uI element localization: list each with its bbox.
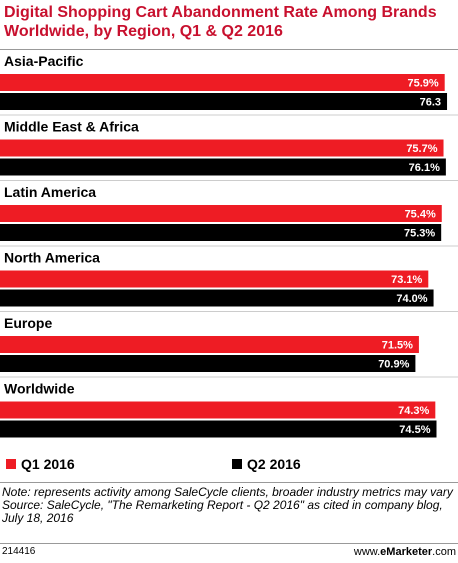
value-label-q2-europe: 70.9% — [378, 359, 409, 371]
note-text: Note: represents activity among SaleCycl… — [2, 485, 453, 499]
legend-swatch-q1 — [6, 459, 16, 469]
legend-swatch-q2 — [232, 459, 242, 469]
region-divider — [0, 180, 458, 181]
region-label-asia-pacific: Asia-Pacific — [4, 53, 84, 69]
value-label-q2-middle-east-africa: 76.1% — [409, 162, 440, 174]
source-text: Source: SaleCycle, "The Remarketing Repo… — [2, 498, 443, 525]
region-label-north-america: North America — [4, 250, 100, 266]
value-label-q2-worldwide: 74.5% — [399, 424, 430, 436]
value-label-q1-middle-east-africa: 75.7% — [406, 143, 437, 155]
region-divider — [0, 376, 458, 378]
footer-divider — [0, 543, 458, 544]
bar-q2-worldwide — [0, 420, 437, 438]
bar-q2-latin-america — [0, 224, 442, 241]
legend-item-q2: Q2 2016 — [232, 456, 301, 472]
value-label-q2-latin-america: 75.3% — [404, 228, 435, 240]
notes: Note: represents activity among SaleCycl… — [2, 486, 454, 525]
bar-q1-north-america — [0, 270, 429, 288]
legend-divider — [0, 482, 458, 483]
region-label-middle-east-africa: Middle East & Africa — [4, 119, 139, 135]
region-divider — [0, 245, 458, 247]
legend-item-q1: Q1 2016 — [6, 456, 75, 472]
region-label-worldwide: Worldwide — [4, 381, 75, 397]
chart-id: 214416 — [2, 546, 36, 557]
bar-q2-middle-east-africa — [0, 158, 446, 176]
region-label-latin-america: Latin America — [4, 184, 96, 200]
value-label-q1-north-america: 73.1% — [391, 274, 422, 286]
region-divider — [0, 311, 458, 312]
bar-q2-north-america — [0, 289, 434, 307]
region-label-europe: Europe — [4, 315, 52, 331]
bar-q1-latin-america — [0, 205, 442, 222]
bar-q1-middle-east-africa — [0, 139, 444, 157]
value-label-q1-worldwide: 74.3% — [398, 405, 429, 417]
bar-q1-europe — [0, 336, 419, 353]
value-label-q1-europe: 71.5% — [382, 340, 413, 352]
value-label-q1-asia-pacific: 75.9% — [407, 78, 438, 90]
legend-label-q1: Q1 2016 — [21, 456, 75, 472]
bar-q1-worldwide — [0, 401, 436, 419]
bar-q1-asia-pacific — [0, 74, 445, 91]
brand-logo: www.eMarketer.com — [353, 546, 456, 558]
value-label-q1-latin-america: 75.4% — [405, 209, 436, 221]
bar-q2-asia-pacific — [0, 93, 448, 110]
footer: 214416 www.eMarketer.com — [2, 546, 456, 558]
bar-chart: Asia-Pacific 75.9% 76.3 Middle East & Afric… — [0, 53, 458, 438]
legend-label-q2: Q2 2016 — [247, 456, 301, 472]
chart-title: Digital Shopping Cart Abandonment Rate A… — [4, 4, 437, 40]
value-label-q2-asia-pacific: 76.3 — [420, 97, 441, 109]
value-label-q2-north-america: 74.0% — [396, 293, 427, 305]
title-divider — [0, 49, 458, 50]
region-divider — [0, 114, 458, 116]
bar-q2-europe — [0, 355, 416, 372]
